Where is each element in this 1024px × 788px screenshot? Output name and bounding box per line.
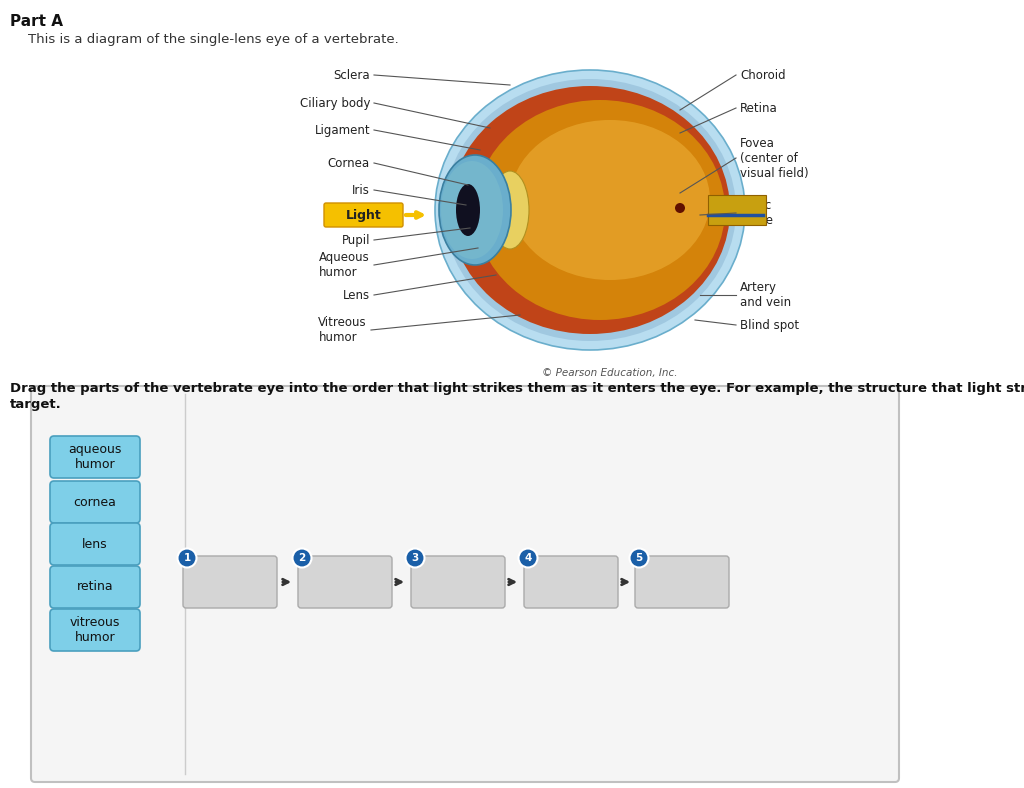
Text: aqueous
humor: aqueous humor — [69, 443, 122, 471]
Text: target.: target. — [10, 398, 61, 411]
Text: Drag the parts of the vertebrate eye into the order that light strikes them as i: Drag the parts of the vertebrate eye int… — [10, 382, 1024, 395]
FancyBboxPatch shape — [411, 556, 505, 608]
Text: Vitreous
humor: Vitreous humor — [318, 316, 367, 344]
Text: vitreous
humor: vitreous humor — [70, 616, 120, 644]
Ellipse shape — [435, 70, 745, 350]
FancyBboxPatch shape — [298, 556, 392, 608]
Text: 1: 1 — [183, 553, 190, 563]
Text: Ligament: Ligament — [314, 124, 370, 136]
Text: Pupil: Pupil — [341, 233, 370, 247]
FancyBboxPatch shape — [50, 566, 140, 608]
Text: cornea: cornea — [74, 496, 117, 508]
Text: Sclera: Sclera — [334, 69, 370, 81]
FancyBboxPatch shape — [50, 609, 140, 651]
Text: Lens: Lens — [343, 288, 370, 302]
Ellipse shape — [490, 171, 529, 249]
Text: Fovea
(center of
visual field): Fovea (center of visual field) — [740, 136, 809, 180]
FancyBboxPatch shape — [31, 386, 899, 782]
Ellipse shape — [510, 120, 710, 280]
Text: Light: Light — [346, 209, 381, 221]
Text: Retina: Retina — [740, 102, 778, 114]
Text: Iris: Iris — [352, 184, 370, 196]
FancyBboxPatch shape — [50, 481, 140, 523]
Circle shape — [177, 548, 197, 567]
Text: Artery
and vein: Artery and vein — [740, 281, 792, 309]
Circle shape — [406, 548, 425, 567]
Ellipse shape — [441, 161, 503, 259]
Ellipse shape — [456, 184, 480, 236]
Text: Cornea: Cornea — [328, 157, 370, 169]
Ellipse shape — [480, 105, 720, 315]
Ellipse shape — [475, 100, 725, 320]
Circle shape — [675, 203, 685, 213]
Text: Optic
nerve: Optic nerve — [740, 199, 774, 227]
Text: 2: 2 — [298, 553, 305, 563]
FancyBboxPatch shape — [50, 436, 140, 478]
Text: © Pearson Education, Inc.: © Pearson Education, Inc. — [543, 368, 678, 378]
Circle shape — [293, 548, 311, 567]
FancyBboxPatch shape — [50, 523, 140, 565]
Text: 4: 4 — [524, 553, 531, 563]
Ellipse shape — [450, 86, 730, 334]
Text: lens: lens — [82, 537, 108, 551]
Circle shape — [518, 548, 538, 567]
Text: Aqueous
humor: Aqueous humor — [319, 251, 370, 279]
Text: retina: retina — [77, 581, 114, 593]
Text: Ciliary body: Ciliary body — [299, 96, 370, 110]
Text: Choroid: Choroid — [740, 69, 785, 81]
Ellipse shape — [439, 155, 511, 265]
FancyBboxPatch shape — [183, 556, 278, 608]
Ellipse shape — [444, 79, 736, 341]
FancyBboxPatch shape — [708, 195, 766, 225]
Text: Part A: Part A — [10, 14, 63, 29]
Text: 3: 3 — [412, 553, 419, 563]
Circle shape — [630, 548, 648, 567]
Text: Blind spot: Blind spot — [740, 318, 799, 332]
FancyBboxPatch shape — [524, 556, 618, 608]
FancyBboxPatch shape — [635, 556, 729, 608]
Text: This is a diagram of the single-lens eye of a vertebrate.: This is a diagram of the single-lens eye… — [28, 33, 398, 46]
FancyBboxPatch shape — [324, 203, 403, 227]
Text: 5: 5 — [635, 553, 643, 563]
